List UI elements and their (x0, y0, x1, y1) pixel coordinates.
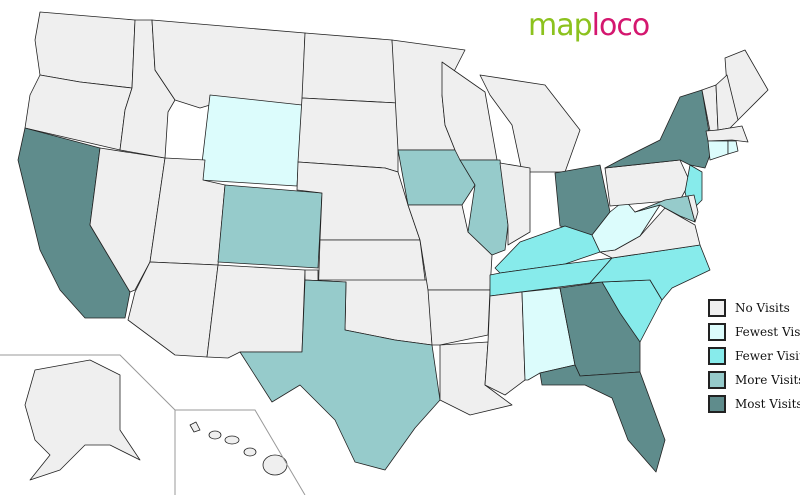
legend-item-most-visits: Most Visits (708, 392, 800, 416)
state-de (687, 194, 699, 223)
legend: No Visits Fewest Visits Fewer Visits Mor… (708, 296, 800, 416)
state-ar (427, 289, 491, 346)
legend-swatch (708, 347, 726, 365)
state-hi-island (243, 447, 257, 457)
state-nh (715, 74, 739, 131)
legend-item-more-visits: More Visits (708, 368, 800, 392)
legend-item-fewest-visits: Fewest Visits (708, 320, 800, 344)
legend-swatch (708, 299, 726, 317)
state-sd (297, 97, 399, 173)
state-in (499, 162, 531, 246)
state-ak (24, 359, 141, 481)
state-ny (604, 89, 713, 169)
legend-item-no-visits: No Visits (708, 296, 800, 320)
state-mo (407, 204, 493, 291)
state-wy (199, 94, 303, 187)
state-hi-island (224, 435, 240, 445)
state-wi (441, 61, 498, 161)
legend-item-fewer-visits: Fewer Visits (708, 344, 800, 368)
inset-divider (175, 409, 306, 495)
state-fl (539, 364, 666, 473)
state-md (634, 195, 696, 223)
state-mi (479, 74, 581, 173)
state-tx (239, 279, 441, 471)
state-nm (206, 264, 306, 359)
state-co (217, 184, 323, 269)
state-ia (397, 149, 476, 206)
legend-swatch (708, 371, 726, 389)
legend-swatch (708, 395, 726, 413)
inset-divider (0, 354, 176, 495)
state-hi-island (208, 430, 222, 440)
state-hi (189, 421, 201, 433)
legend-swatch (708, 323, 726, 341)
state-ct (707, 140, 729, 161)
state-nd (301, 32, 399, 104)
state-ms (484, 291, 526, 396)
state-ri (727, 140, 739, 155)
maploco-logo: maploco (528, 8, 650, 43)
